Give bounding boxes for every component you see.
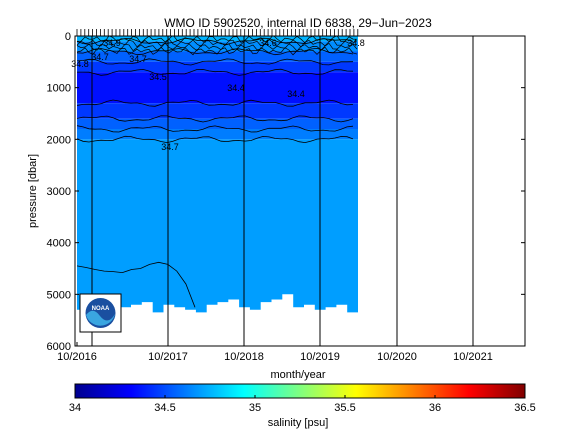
salinity-layer bbox=[77, 103, 358, 119]
y-tick-label: 2000 bbox=[47, 134, 71, 146]
x-tick-label: 10/2021 bbox=[453, 351, 493, 363]
contour-line bbox=[76, 47, 354, 56]
surface-contour-line bbox=[76, 42, 358, 52]
contour-label: 34.4 bbox=[287, 89, 305, 99]
contour-lines bbox=[76, 36, 358, 308]
colorbar-tick-label: 34 bbox=[69, 402, 81, 414]
salinity-layer bbox=[77, 118, 358, 129]
contour-label: 34.7 bbox=[129, 54, 147, 64]
x-tick-label: 10/2018 bbox=[224, 351, 264, 363]
x-tick-label: 10/2019 bbox=[300, 351, 340, 363]
contour-label: 34.7 bbox=[161, 142, 179, 152]
contour-label-group: 34.7 34.734.534.434.434.734.834.634.934.8 bbox=[71, 38, 365, 152]
y-tick-label: 4000 bbox=[47, 238, 71, 250]
y-tick-label: 3000 bbox=[47, 186, 71, 198]
y-tick-label: 6000 bbox=[47, 341, 71, 353]
x-axis-ticks: 10/2016 10/2017 10/2018 10/2019 10/2020 10/20… bbox=[57, 342, 493, 363]
colorbar bbox=[74, 383, 526, 399]
y-axis-ticks: 0 1000 2000 3000 4000 5000 6000 bbox=[47, 31, 525, 353]
contour-line bbox=[77, 68, 354, 76]
contour-line bbox=[76, 99, 354, 107]
salinity-layer bbox=[77, 72, 358, 104]
surface-contour-line bbox=[76, 36, 358, 44]
surface-contour-line bbox=[76, 46, 358, 56]
contour-line bbox=[76, 125, 354, 133]
noaa-logo: NOAA bbox=[79, 293, 122, 333]
y-tick-label: 1000 bbox=[47, 83, 71, 95]
colorbar-tick-label: 36.5 bbox=[514, 402, 535, 414]
x-tick-label: 10/2017 bbox=[148, 351, 188, 363]
surface-contour-line bbox=[76, 38, 358, 48]
noaa-logo-text: NOAA bbox=[92, 306, 110, 312]
no-data-region bbox=[77, 294, 358, 346]
x-tick-label: 10/2016 bbox=[57, 351, 97, 363]
y-tick-label: 5000 bbox=[47, 289, 71, 301]
contour-label: 34.4 bbox=[227, 83, 245, 93]
contour-label: 34.5 bbox=[149, 72, 167, 82]
contour-label: 34.9 bbox=[103, 38, 121, 48]
seafloor-mask bbox=[77, 294, 358, 346]
colorbar-tick-label: 35 bbox=[249, 402, 261, 414]
x-tick-label: 10/2020 bbox=[377, 351, 417, 363]
contour-label: 34.6 bbox=[259, 38, 277, 48]
profile-lines bbox=[76, 29, 474, 346]
colorbar-tick-label: 36 bbox=[429, 402, 441, 414]
chart-title: WMO ID 5902520, internal ID 6838, 29−Jun… bbox=[164, 16, 432, 30]
salinity-layer bbox=[77, 36, 358, 42]
salinity-layer bbox=[77, 129, 358, 140]
salinity-layer bbox=[77, 51, 358, 62]
contour-line bbox=[76, 135, 354, 144]
contour-label: 34.8 bbox=[71, 59, 89, 69]
deep-contour-line bbox=[76, 261, 196, 308]
colorbar-tick-label: 34.5 bbox=[154, 402, 175, 414]
x-axis-label: month/year bbox=[270, 369, 325, 381]
contour-label: 34.8 bbox=[347, 38, 365, 48]
contour-line bbox=[76, 58, 354, 66]
salinity-layer bbox=[77, 61, 358, 73]
colorbar-ticks: 34 34.5 35 35.5 36 36.5 bbox=[69, 395, 536, 414]
colorbar-tick-label: 35.5 bbox=[334, 402, 355, 414]
contour-label: 34.7 bbox=[91, 52, 109, 62]
y-tick-label: 0 bbox=[65, 31, 71, 43]
y-axis-label: pressure [dbar] bbox=[27, 154, 39, 228]
salinity-layer bbox=[77, 41, 358, 52]
contour-line bbox=[76, 115, 354, 123]
colorbar-label: salinity [psu] bbox=[268, 417, 329, 429]
